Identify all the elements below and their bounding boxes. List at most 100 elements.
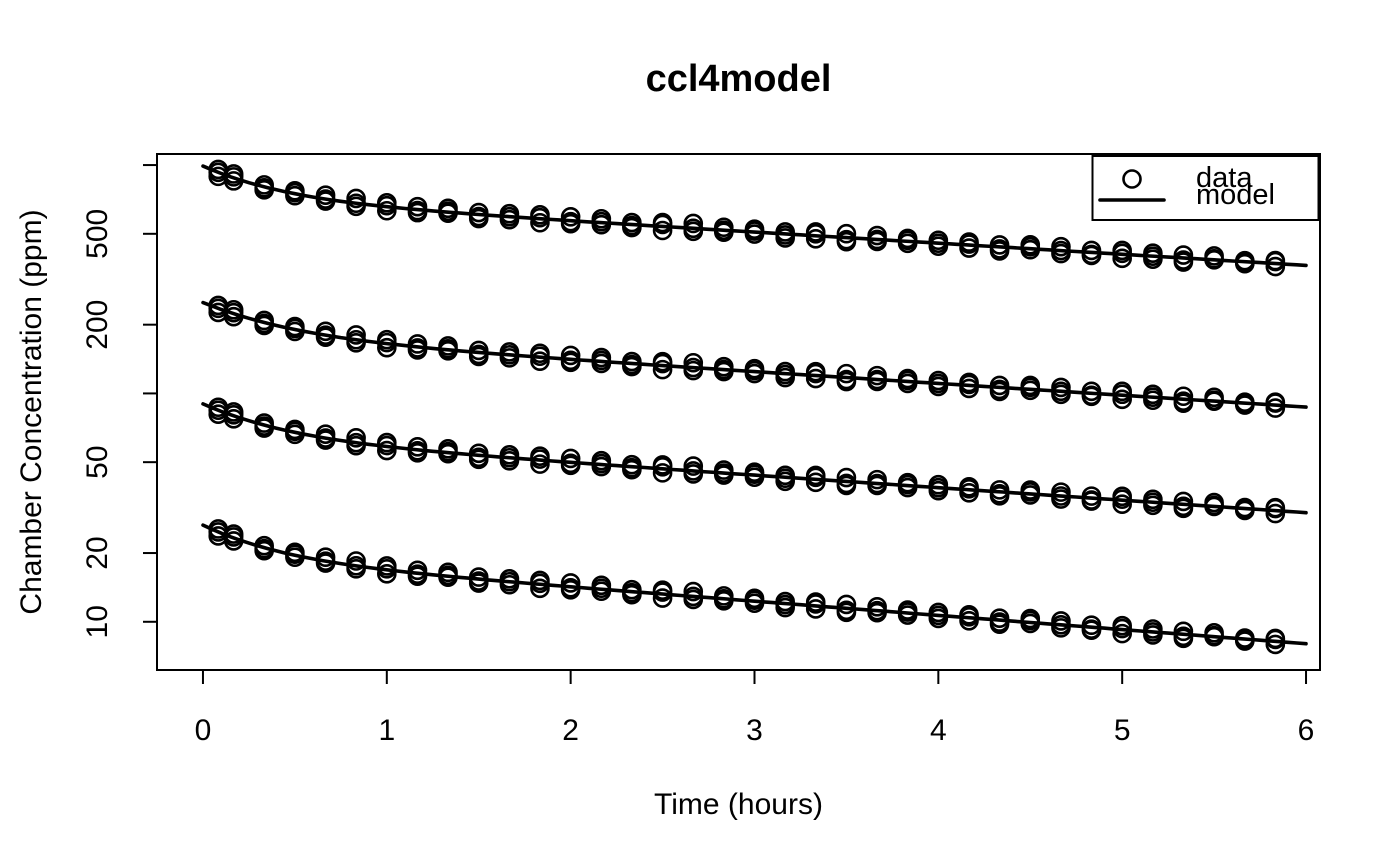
data-point-circle (1112, 615, 1132, 636)
data-point-circle (1173, 245, 1194, 265)
data-point-circle (377, 337, 397, 358)
data-point-circle (683, 589, 704, 610)
data-point-circle (560, 352, 581, 373)
data-point-circle (652, 351, 673, 372)
data-point-circle (1081, 386, 1102, 407)
x-tick-label: 3 (746, 714, 763, 747)
data-point-circle (683, 456, 704, 476)
data-point-circle (346, 325, 366, 345)
data-point-circle (836, 602, 857, 623)
data-point-circle (1112, 248, 1132, 269)
data-point-circle (836, 467, 857, 488)
data-point-circle (1112, 623, 1132, 644)
data-point-circle (1173, 498, 1194, 519)
data-point-circle (560, 579, 581, 600)
data-point-circle (989, 614, 1010, 634)
data-point-circle (530, 570, 550, 591)
data-point-circle (223, 527, 244, 547)
data-point-circle (377, 193, 397, 213)
data-point-circle (1112, 381, 1132, 402)
data-point-circle (1173, 628, 1194, 649)
data-point-circle (836, 594, 857, 615)
data-point-circle (377, 440, 397, 461)
data-point-circle (1081, 620, 1102, 641)
x-tick-label: 6 (1298, 714, 1315, 747)
data-point-circle (1112, 240, 1132, 261)
data-point-circle (805, 222, 826, 242)
data-point-circle (805, 472, 826, 493)
data-point-circle (1265, 628, 1286, 649)
data-point-circle (836, 231, 857, 252)
data-point-circle (989, 381, 1010, 402)
data-point-circle (346, 551, 366, 571)
data-point-circle (530, 205, 550, 225)
data-point-circle (560, 207, 581, 227)
data-point-circle (346, 196, 366, 217)
data-point-circle (683, 213, 704, 234)
data-point-circle (1173, 393, 1194, 414)
data-point-circle (683, 221, 704, 242)
data-point-circle (377, 556, 397, 576)
data-point-circle (530, 212, 550, 233)
data-point-circle (346, 559, 366, 579)
x-axis-title: Time (hours) (654, 788, 823, 821)
data-point-circle (468, 346, 489, 367)
x-tick-label: 1 (378, 714, 395, 747)
data-point-circle (897, 600, 918, 620)
data-point-circle (867, 469, 887, 490)
data-point-circle (652, 463, 673, 483)
data-point-circle (867, 596, 887, 617)
data-point-circle (1173, 252, 1194, 272)
data-point-circle (530, 446, 550, 466)
data-point-circle (1173, 386, 1194, 407)
data-point-circle (652, 359, 673, 380)
data-point-circle (1265, 250, 1286, 271)
data-point-circle (897, 228, 918, 249)
data-point-circle (1173, 621, 1194, 642)
legend-circle-marker (1122, 169, 1142, 189)
data-point-circle (683, 464, 704, 484)
data-point-circle (223, 405, 244, 425)
data-point-circle (805, 228, 826, 249)
data-point-circle (805, 599, 826, 619)
data-point-circle (836, 223, 857, 244)
data-point-circle (346, 188, 366, 209)
data-point-circle (560, 455, 581, 476)
model-line-dose-100 (201, 402, 1308, 515)
legend-label-data: data (1196, 162, 1253, 194)
chart-title: ccl4model (645, 58, 832, 100)
x-tick-label: 0 (195, 714, 212, 747)
data-point-circle (652, 220, 673, 241)
data-point-circle (1112, 389, 1132, 410)
y-tick-label: 10 (81, 605, 114, 638)
data-point-circle (1112, 486, 1132, 507)
data-point-circle (377, 432, 397, 453)
data-point-circle (805, 361, 826, 382)
data-point-circle (836, 363, 857, 384)
data-point-circle (560, 345, 581, 366)
data-point-circle (1173, 491, 1194, 512)
x-tick-label: 4 (930, 714, 947, 747)
data-point-circle (652, 212, 673, 233)
data-point-circle (530, 578, 550, 599)
data-point-circle (530, 351, 550, 371)
data-point-circle (530, 343, 550, 364)
data-point-circle (1265, 497, 1286, 518)
model-line-dose-1000 (201, 164, 1308, 268)
data-point-circle (468, 449, 489, 470)
data-point-circle (683, 352, 704, 373)
data-point-circle (1081, 491, 1102, 511)
x-tick-label: 2 (562, 714, 579, 747)
data-point-circle (836, 371, 857, 392)
data-point-circle (867, 225, 887, 246)
data-point-circle (836, 475, 857, 496)
data-point-circle (897, 368, 918, 389)
data-point-circle (805, 368, 826, 389)
model-line-dose-25 (201, 523, 1308, 646)
data-point-circle (867, 365, 887, 386)
data-point-circle (560, 573, 581, 593)
y-tick-label: 20 (81, 536, 114, 569)
data-point-circle (1265, 398, 1286, 418)
